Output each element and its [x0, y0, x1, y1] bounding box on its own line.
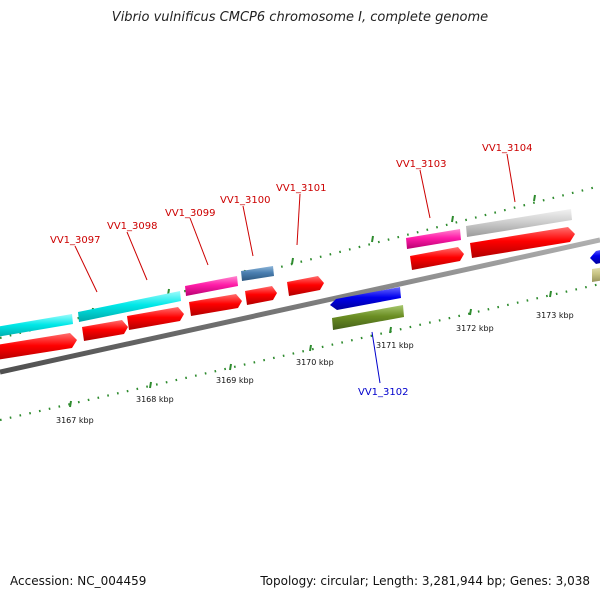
feature-magenta-3103 — [406, 229, 461, 249]
gene-arrow-3099 — [189, 294, 242, 316]
gene-arrow-3102 — [330, 287, 401, 310]
gene-label-vv1-3103[interactable]: VV1_3103 — [396, 159, 447, 170]
label-leader-lines — [74, 153, 516, 384]
gene-label-vv1-3101[interactable]: VV1_3101 — [276, 183, 327, 194]
gene-label-vv1-3099[interactable]: VV1_3099 — [165, 208, 216, 219]
kbp-label: 3170 kbp — [296, 358, 334, 367]
kbp-label: 3167 kbp — [56, 416, 94, 425]
gene-label-vv1-3098[interactable]: VV1_3098 — [107, 221, 158, 232]
gene-arrow-blue-edge — [590, 250, 600, 264]
gene-label-vv1-3102[interactable]: VV1_3102 — [358, 387, 409, 398]
gene-arrow-3101 — [287, 276, 324, 296]
genome-title: Vibrio vulnificus CMCP6 chromosome I, co… — [111, 10, 489, 25]
feature-olive-3102 — [332, 305, 404, 330]
kbp-label: 3171 kbp — [376, 341, 414, 350]
gene-label-vv1-3104[interactable]: VV1_3104 — [482, 143, 533, 154]
kbp-label: 3172 kbp — [456, 324, 494, 333]
accession-text: Accession: NC_004459 — [10, 574, 147, 588]
kbp-label: 3169 kbp — [216, 376, 254, 385]
feature-cyan-2 — [78, 291, 181, 322]
feature-magenta-3099 — [185, 276, 238, 296]
gene-arrow-red-1 — [0, 333, 77, 360]
gene-arrow-3103 — [410, 247, 464, 270]
kbp-label: 3168 kbp — [136, 395, 174, 404]
gene-arrow-3098 — [127, 307, 184, 330]
gene-label-vv1-3100[interactable]: VV1_3100 — [220, 195, 271, 206]
feature-cyan-1 — [0, 314, 73, 337]
gene-label-vv1-3097[interactable]: VV1_3097 — [50, 235, 101, 246]
genome-summary-text: Topology: circular; Length: 3,281,944 bp… — [260, 574, 590, 588]
feature-steel-3100 — [241, 266, 274, 281]
gene-arrow-3104 — [470, 227, 575, 258]
gene-arrow-3100 — [245, 286, 277, 305]
gene-arrow-3097 — [82, 320, 128, 341]
feature-khaki-edge — [592, 267, 600, 282]
kbp-label: 3173 kbp — [536, 311, 574, 320]
gene-labels: VV1_3097 VV1_3098 VV1_3099 VV1_3100 VV1_… — [50, 143, 533, 398]
feature-gray-3104 — [466, 209, 572, 237]
kbp-tick-labels: 3167 kbp 3168 kbp 3169 kbp 3170 kbp 3171… — [56, 311, 574, 425]
genome-backbone — [0, 237, 600, 375]
